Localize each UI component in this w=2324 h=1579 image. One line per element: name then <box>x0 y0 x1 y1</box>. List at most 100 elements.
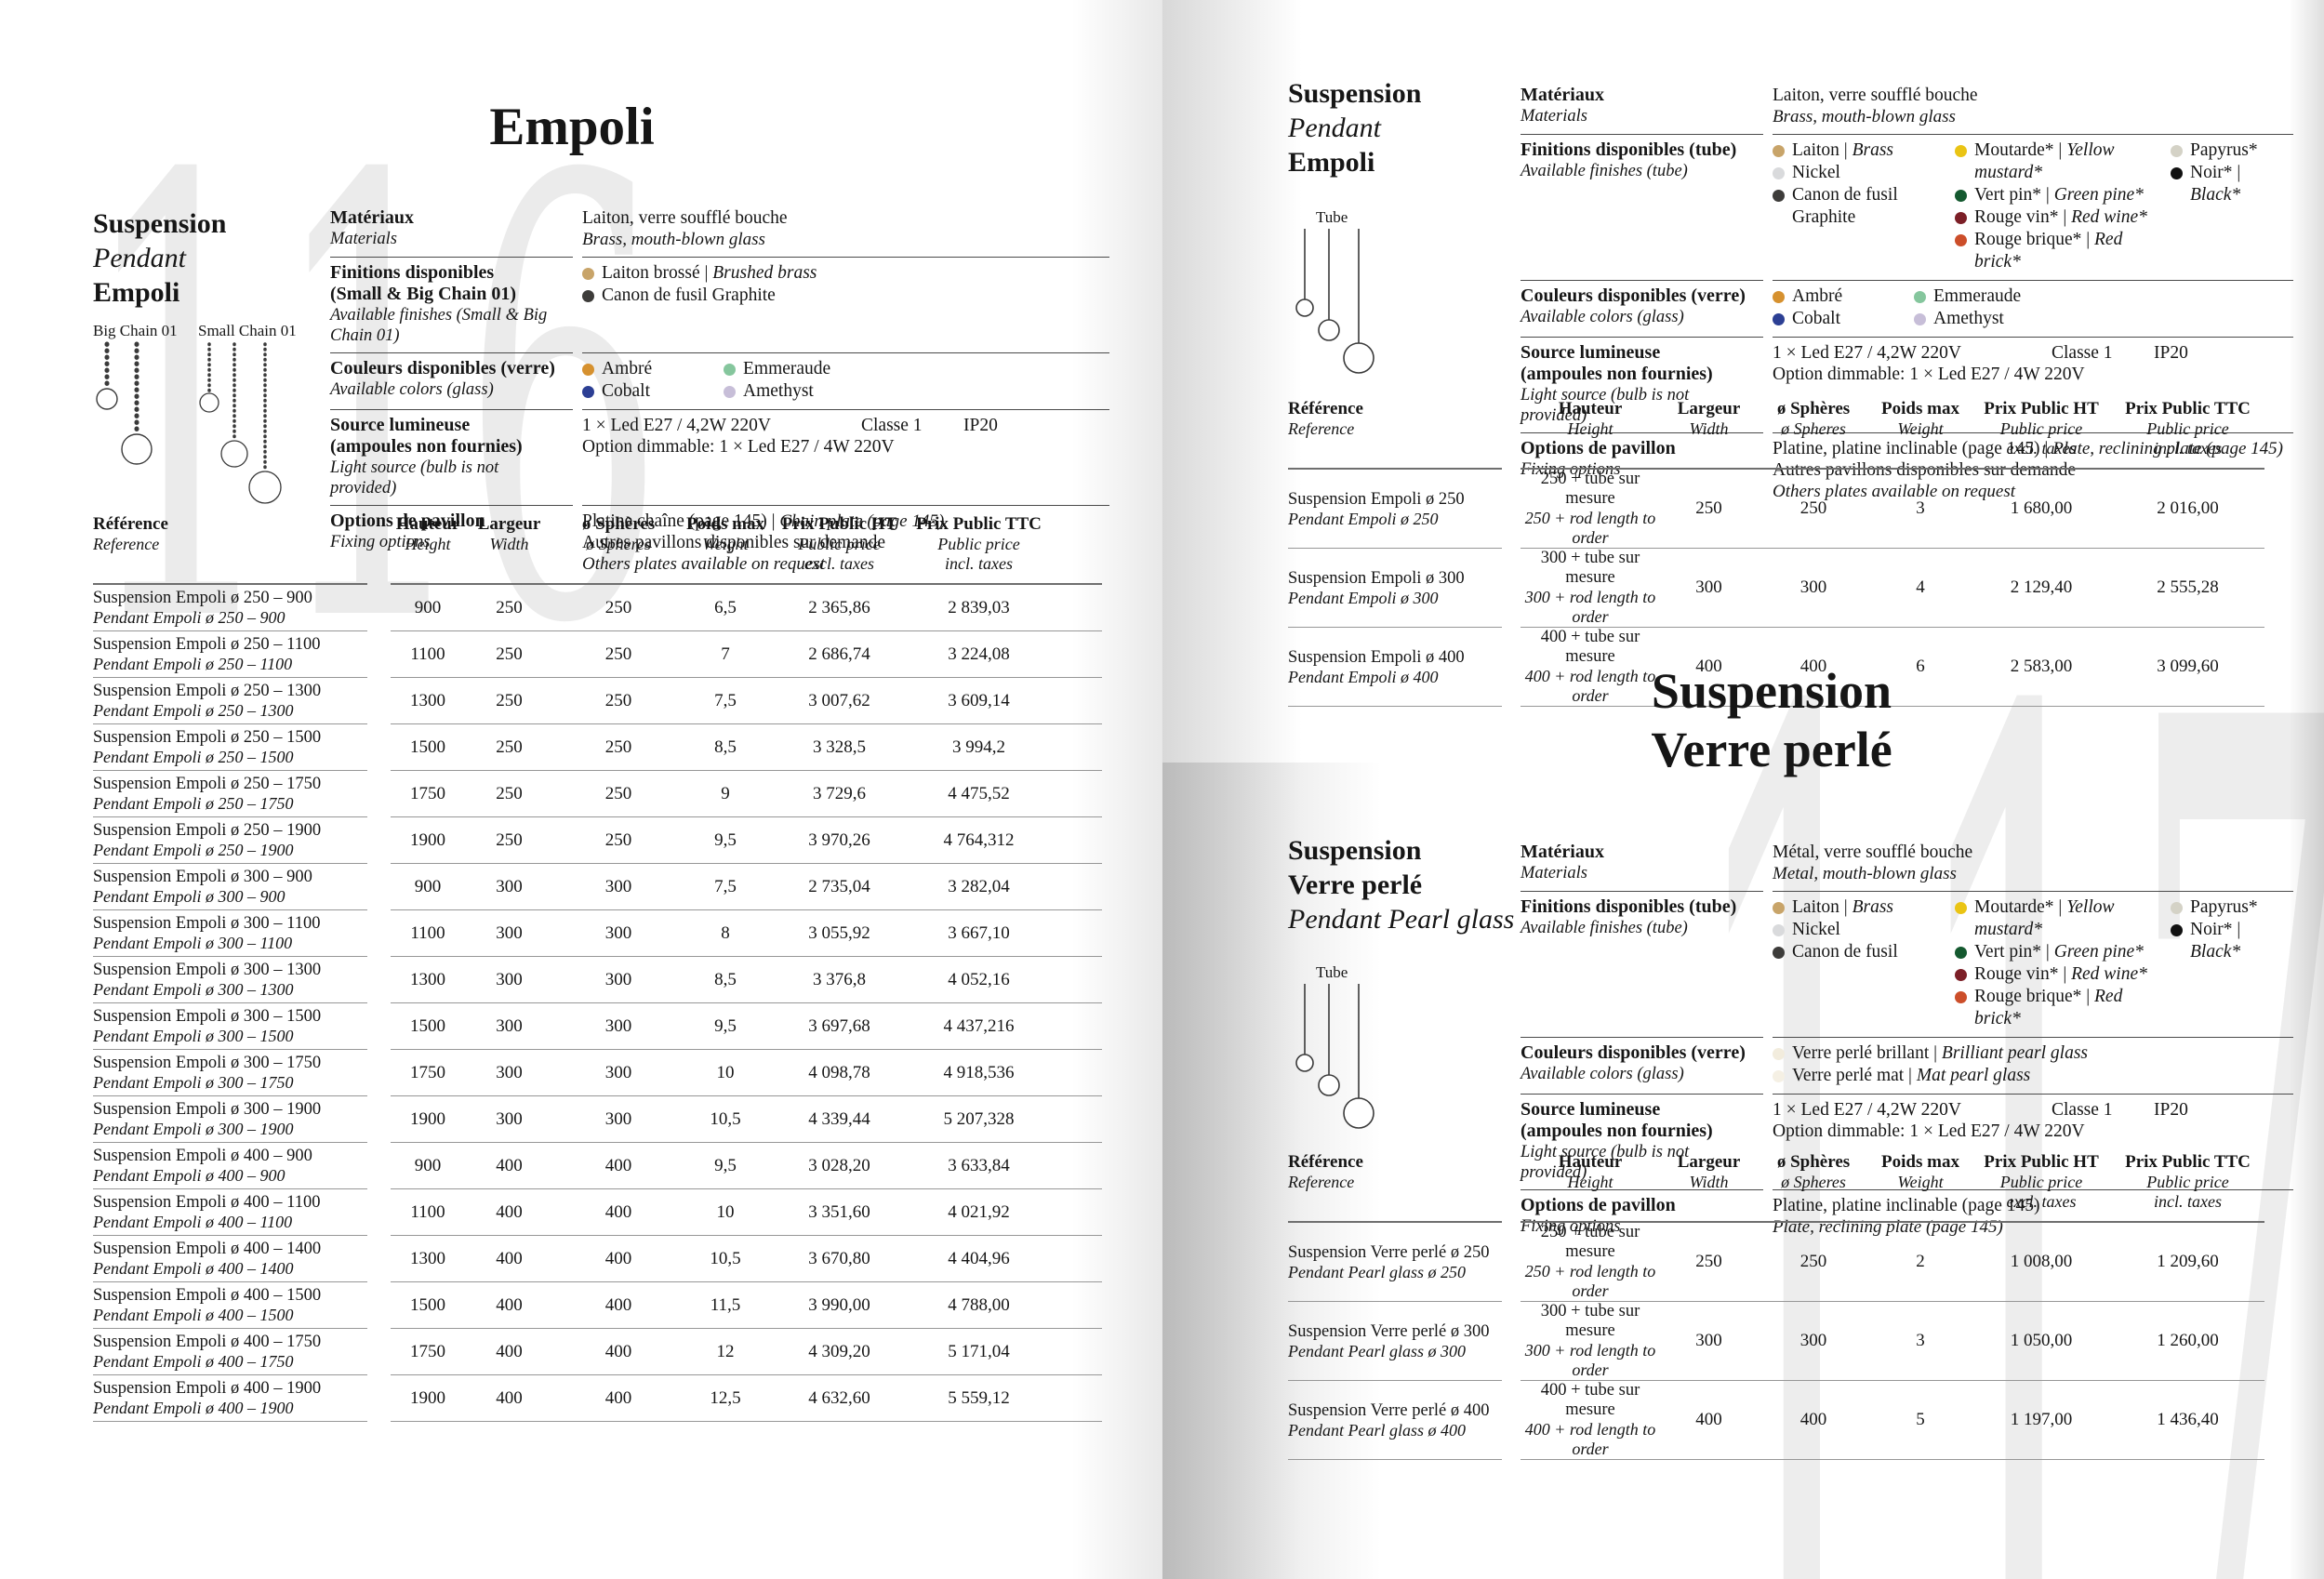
tube-pendant-illustration-top <box>1295 229 1374 374</box>
cell-price-ttc: 4 918,536 <box>943 1062 1015 1082</box>
cell-weight: 10,5 <box>710 1108 741 1129</box>
cell-price-ht: 4 339,44 <box>808 1108 870 1129</box>
cell-reference: Suspension Empoli ø 250 – 1900 Pendant E… <box>93 817 367 864</box>
col-header-weight: Poids max Weight <box>686 514 764 553</box>
cell-price-ttc: 2 839,03 <box>948 597 1010 617</box>
cell-height: 900 <box>414 876 442 896</box>
cell-price-ht: 1 050,00 <box>2010 1331 2073 1350</box>
heading-type: Suspension <box>93 208 227 239</box>
finish-swatch: Moutarde* | Yellow mustard* <box>1955 139 2171 184</box>
glass-color-swatch: Verre perlé mat | Mat pearl glass <box>1773 1065 2293 1087</box>
cell-price-ht: 3 697,68 <box>808 1015 870 1036</box>
col-header-height: Hauteur Height <box>1558 399 1623 438</box>
cell-spheres: 300 <box>1799 1331 1827 1350</box>
cell-spheres: 250 <box>604 644 632 664</box>
product-heading-empoli-chain: Suspension Pendant Empoli <box>93 206 226 310</box>
cell-price-ttc: 3 994,2 <box>952 736 1005 757</box>
color-swatch-dot <box>1773 190 1785 202</box>
finish-swatch-columns: Laiton | Brass Nickel Canon <box>1773 139 2293 273</box>
cell-spheres: 400 <box>604 1387 632 1408</box>
cell-price-ht: 4 098,78 <box>808 1062 870 1082</box>
section-title-verre-perle: Suspension Verre perlé <box>1651 663 1892 777</box>
col-header-spheres: ø Sphères ø Spheres <box>1776 399 1851 438</box>
color-swatch-dot <box>1955 902 1967 914</box>
finish-swatch: Laiton brossé | Brushed brass <box>582 262 1109 285</box>
table-row: Suspension Empoli ø 400 – 1400 Pendant E… <box>93 1236 1102 1282</box>
cell-price-ht: 3 328,5 <box>813 736 866 757</box>
cell-weight: 9,5 <box>714 1155 737 1175</box>
cell-price-ttc: 5 207,328 <box>943 1108 1015 1129</box>
cell-height: 1900 <box>410 1108 445 1129</box>
table-row: Suspension Empoli ø 300 – 1900 Pendant E… <box>93 1096 1102 1143</box>
glass-color-swatch: Cobalt <box>582 380 724 403</box>
cell-reference: Suspension Empoli ø 300 Pendant Empoli ø… <box>1288 549 1502 628</box>
cell-height: 1100 <box>410 922 445 943</box>
cell-price-ht: 3 028,20 <box>808 1155 870 1175</box>
col-header-price-ttc: Prix Public TTC Public price incl. taxes <box>2125 1152 2251 1211</box>
table-row: Suspension Verre perlé ø 250 Pendant Pea… <box>1288 1223 2264 1302</box>
spec-row-light-source: Source lumineuse (ampoules non fournies)… <box>1521 338 2293 433</box>
cell-weight: 7,5 <box>714 876 737 896</box>
cell-reference: Suspension Empoli ø 250 – 900 Pendant Em… <box>93 585 367 631</box>
table-body: Suspension Empoli ø 250 Pendant Empoli ø… <box>1288 470 2264 707</box>
table-row: Suspension Empoli ø 300 – 1750 Pendant E… <box>93 1050 1102 1096</box>
price-table-empoli-chain: Référence Reference Hauteur Height Largeu… <box>93 513 1102 1422</box>
cell-reference: Suspension Empoli ø 400 – 900 Pendant Em… <box>93 1143 367 1189</box>
cell-height: 1750 <box>410 1341 445 1361</box>
cell-spheres: 300 <box>604 876 632 896</box>
heading-product-name: Empoli <box>1288 147 1375 178</box>
tube-label-bottom: Tube <box>1316 963 1348 981</box>
cell-height: 1750 <box>410 783 445 803</box>
spec-label-fr: Finitions disponibles <box>330 262 495 283</box>
finish-swatch: Rouge brique* | Red brick* <box>1955 986 2171 1030</box>
table-header: Référence Reference Hauteur Height Largeu… <box>1288 398 2264 470</box>
cell-width: 250 <box>496 829 523 850</box>
heading-type: Suspension <box>1288 835 1422 866</box>
table-row: Suspension Empoli ø 400 Pendant Empoli ø… <box>1288 628 2264 707</box>
cell-price-ht: 1 197,00 <box>2010 1410 2073 1429</box>
cell-price-ttc: 4 437,216 <box>943 1015 1015 1036</box>
table-row: Suspension Empoli ø 300 Pendant Empoli ø… <box>1288 549 2264 628</box>
cell-height: 1300 <box>410 690 445 710</box>
col-header-price-ht: Prix Public HT Public price excl. taxes <box>1984 1152 2099 1211</box>
cell-width: 300 <box>496 922 523 943</box>
cell-price-ttc: 3 667,10 <box>948 922 1010 943</box>
cell-price-ht: 3 007,62 <box>808 690 870 710</box>
cell-width: 400 <box>496 1294 523 1315</box>
cell-reference: Suspension Empoli ø 250 – 1500 Pendant E… <box>93 724 367 771</box>
fixing-line2: Autres pavillons disponibles sur demande <box>582 533 886 552</box>
finish-swatch: Vert pin* | Green pine* <box>1955 184 2171 206</box>
light-spec-line: 1 × Led E27 / 4,2W 220V Classe 1 IP20 <box>582 415 1109 436</box>
cell-spheres: 400 <box>604 1248 632 1268</box>
cell-price-ht: 4 632,60 <box>808 1387 870 1408</box>
cell-reference: Suspension Empoli ø 400 – 1750 Pendant E… <box>93 1329 367 1375</box>
finish-swatch: Vert pin* | Green pine* <box>1955 941 2171 963</box>
spec-label-en: Fixing options <box>330 533 431 551</box>
cell-price-ht: 3 351,60 <box>808 1201 870 1222</box>
cell-weight: 3 <box>1916 1331 1925 1350</box>
price-table-empoli-tube: Référence Reference Hauteur Height Largeu… <box>1288 398 2264 707</box>
glass-color-swatch: Emmeraude <box>1914 285 2293 308</box>
cell-spheres: 400 <box>1799 1410 1827 1429</box>
table-row: Suspension Empoli ø 250 – 900 Pendant Em… <box>93 585 1102 631</box>
cell-reference: Suspension Empoli ø 250 Pendant Empoli ø… <box>1288 470 1502 549</box>
cell-width: 400 <box>496 1248 523 1268</box>
light-dimmable: Option dimmable: 1 × Led E27 / 4W 220V <box>1773 1121 2085 1141</box>
cell-spheres: 400 <box>1799 657 1827 676</box>
cell-width: 250 <box>1695 498 1722 518</box>
finish-swatch: Rouge brique* | Red brick* <box>1955 229 2171 273</box>
glass-color-swatch: Emmeraude <box>724 358 1109 380</box>
cell-weight: 2 <box>1916 1252 1925 1271</box>
spec-row-glass-colors: Couleurs disponibles (verre) Available c… <box>1521 281 2293 338</box>
cell-height: 1900 <box>410 829 445 850</box>
spec-block-empoli-chain: Matériaux Materials Laiton, verre souffl… <box>330 203 1109 581</box>
cell-width: 300 <box>496 1015 523 1036</box>
cell-spheres: 400 <box>604 1294 632 1315</box>
color-swatch-dot <box>1955 234 1967 246</box>
color-swatch-dot <box>1773 947 1785 959</box>
spec-label-fr: Options de pavillon <box>330 511 485 531</box>
cell-height: 300 + tube sur mesure 300 + rod length t… <box>1524 549 1656 626</box>
cell-width: 400 <box>496 1341 523 1361</box>
cell-price-ttc: 3 633,84 <box>948 1155 1010 1175</box>
heading-type-en: Pendant Pearl glass <box>1288 904 1515 935</box>
